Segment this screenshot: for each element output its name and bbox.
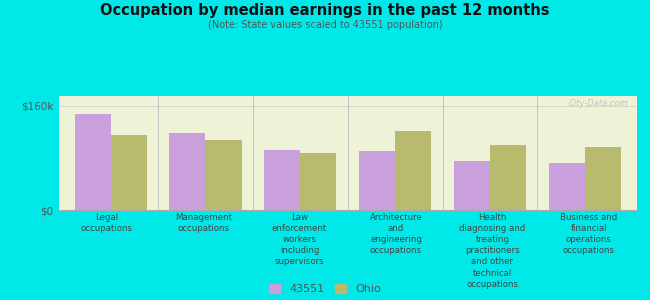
Bar <box>170 133 205 210</box>
Bar <box>300 153 336 210</box>
Text: Health
diagnosing and
treating
practitioners
and other
technical
occupations: Health diagnosing and treating practitio… <box>460 213 525 289</box>
Bar <box>490 145 526 210</box>
Text: Architecture
and
engineering
occupations: Architecture and engineering occupations <box>370 213 422 255</box>
Bar <box>395 130 431 210</box>
Bar <box>359 152 395 210</box>
Bar <box>205 140 242 210</box>
Bar <box>585 147 621 210</box>
Text: Business and
financial
operations
occupations: Business and financial operations occupa… <box>560 213 617 255</box>
Text: City-Data.com: City-Data.com <box>569 99 629 108</box>
Bar <box>111 135 147 210</box>
Bar <box>265 150 300 210</box>
Text: Management
occupations: Management occupations <box>175 213 231 233</box>
Text: (Note: State values scaled to 43551 population): (Note: State values scaled to 43551 popu… <box>208 20 442 29</box>
Text: Law
enforcement
workers
including
supervisors: Law enforcement workers including superv… <box>272 213 327 266</box>
Bar <box>75 114 110 210</box>
Legend: 43551, Ohio: 43551, Ohio <box>265 280 385 299</box>
Bar <box>549 163 585 210</box>
Bar <box>454 161 490 210</box>
Text: Legal
occupations: Legal occupations <box>81 213 133 233</box>
Text: Occupation by median earnings in the past 12 months: Occupation by median earnings in the pas… <box>100 3 550 18</box>
